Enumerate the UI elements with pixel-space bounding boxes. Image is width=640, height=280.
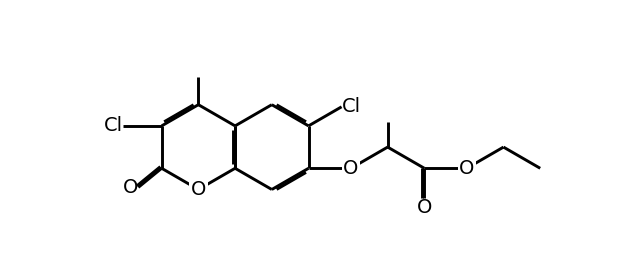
Text: O: O bbox=[343, 159, 358, 178]
Text: O: O bbox=[191, 180, 206, 199]
Text: O: O bbox=[417, 198, 432, 217]
Text: O: O bbox=[123, 178, 138, 197]
Text: Cl: Cl bbox=[104, 116, 124, 136]
Text: O: O bbox=[459, 159, 474, 178]
Text: Cl: Cl bbox=[342, 97, 361, 116]
